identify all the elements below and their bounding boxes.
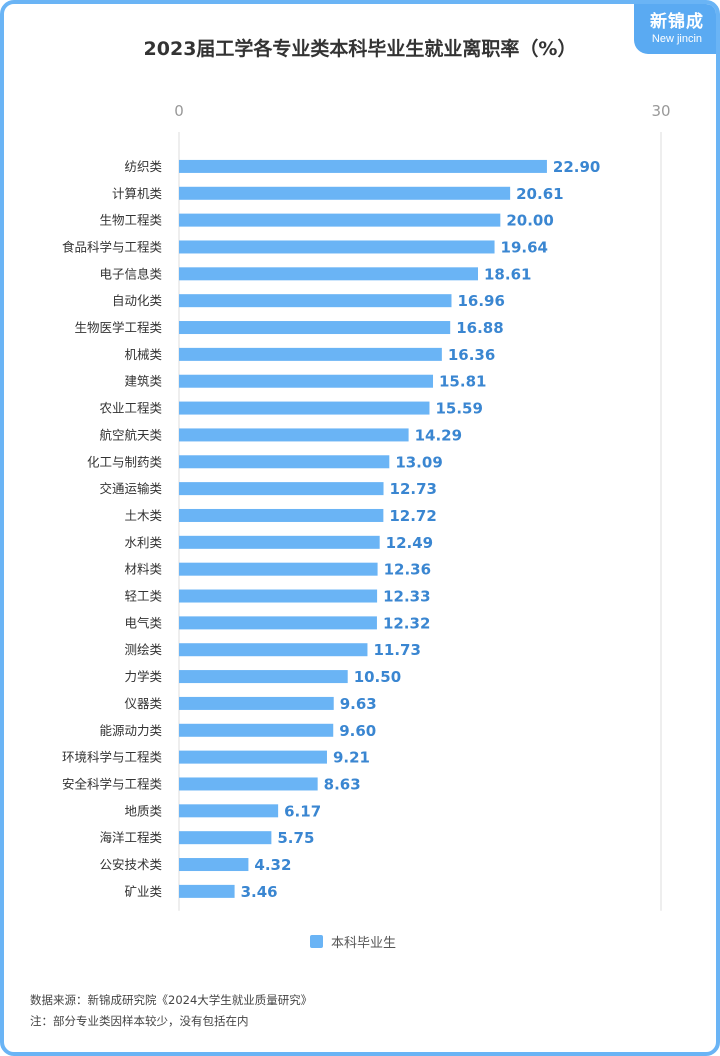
- bar: [179, 750, 327, 764]
- category-label: 测绘类: [124, 642, 162, 657]
- category-label: 生物工程类: [99, 213, 162, 228]
- bar: [179, 267, 479, 281]
- bar: [179, 616, 377, 630]
- category-label: 纺织类: [124, 159, 162, 174]
- bar: [179, 374, 434, 388]
- bar: [179, 589, 378, 603]
- category-label: 能源动力类: [99, 723, 162, 738]
- value-label: 15.59: [435, 400, 482, 418]
- logo-text-cn: 新锦成: [650, 12, 704, 32]
- category-label: 自动化类: [112, 293, 163, 308]
- category-label: 安全科学与工程类: [62, 776, 163, 791]
- category-label: 建筑类: [124, 374, 162, 389]
- bar-chart: 0 30 纺织类 22.90 计算机类 20.61 生物工程类 20.00 食品科学与工程类 19…: [62, 102, 671, 911]
- category-label: 计算机类: [112, 186, 163, 201]
- bar: [179, 455, 390, 469]
- value-label: 18.61: [484, 265, 531, 283]
- value-label: 13.09: [395, 453, 442, 471]
- value-label: 12.32: [383, 614, 430, 632]
- bar: [179, 213, 501, 227]
- value-label: 15.81: [439, 373, 486, 391]
- category-label: 矿业类: [124, 884, 162, 899]
- value-label: 19.64: [501, 238, 548, 256]
- category-label: 仪器类: [124, 696, 162, 711]
- category-label: 轻工类: [124, 589, 162, 604]
- bar: [179, 831, 272, 845]
- value-label: 14.29: [415, 426, 462, 444]
- bar: [179, 482, 384, 496]
- bar: [179, 804, 279, 818]
- category-label: 机械类: [124, 347, 162, 362]
- value-label: 12.72: [389, 507, 436, 525]
- category-label: 水利类: [124, 535, 162, 550]
- bar: [179, 562, 378, 576]
- brand-logo: 新锦成 New jincin: [634, 4, 716, 54]
- value-label: 22.90: [553, 158, 600, 176]
- value-label: 9.60: [339, 722, 376, 740]
- bar: [179, 159, 547, 173]
- bar: [179, 858, 249, 872]
- category-label: 力学类: [124, 669, 162, 684]
- value-label: 4.32: [254, 856, 291, 874]
- value-label: 20.00: [506, 212, 553, 230]
- category-label: 海洋工程类: [99, 830, 162, 845]
- bar: [179, 428, 409, 442]
- source-note: 数据来源：新锦成研究院《2024大学生就业质量研究》: [30, 993, 313, 1007]
- value-label: 9.21: [333, 749, 370, 767]
- legend: 本科毕业生: [310, 932, 396, 951]
- logo-text-en: New jincin: [651, 33, 703, 45]
- value-label: 20.61: [516, 185, 563, 203]
- bar: [179, 321, 451, 335]
- value-label: 12.36: [384, 561, 431, 579]
- value-label: 9.63: [340, 695, 377, 713]
- bar: [179, 696, 334, 710]
- value-label: 6.17: [284, 802, 321, 820]
- category-label: 公安技术类: [99, 857, 162, 872]
- value-label: 12.73: [390, 480, 437, 498]
- value-label: 16.36: [448, 346, 495, 364]
- value-label: 8.63: [324, 775, 361, 793]
- footer: 数据来源：新锦成研究院《2024大学生就业质量研究》 注：部分专业类因样本较少，…: [30, 990, 312, 1032]
- sample-note: 注：部分专业类因样本较少，没有包括在内: [30, 1014, 249, 1028]
- category-label: 化工与制药类: [87, 454, 163, 469]
- legend-swatch: [310, 935, 323, 948]
- category-label: 电气类: [124, 615, 162, 630]
- chart-title: 2023届工学各专业类本科毕业生就业离职率（%）: [143, 38, 577, 60]
- value-label: 11.73: [373, 641, 420, 659]
- value-label: 10.50: [354, 668, 401, 686]
- category-label: 生物医学工程类: [74, 320, 162, 335]
- bar: [179, 240, 495, 254]
- x-tick-label: 30: [651, 102, 670, 120]
- bar: [179, 884, 235, 898]
- category-label: 航空航天类: [99, 427, 162, 442]
- bar: [179, 670, 348, 684]
- category-label: 土木类: [124, 508, 162, 523]
- bar: [179, 723, 334, 737]
- legend-label: 本科毕业生: [331, 936, 397, 951]
- category-label: 食品科学与工程类: [62, 239, 163, 254]
- category-label: 交通运输类: [99, 481, 162, 496]
- category-label: 地质类: [124, 803, 162, 818]
- bar: [179, 401, 430, 415]
- value-label: 12.33: [383, 588, 430, 606]
- category-label: 电子信息类: [99, 266, 162, 281]
- value-label: 3.46: [241, 883, 278, 901]
- x-tick-label: 0: [174, 102, 184, 120]
- bar: [179, 508, 384, 522]
- value-label: 5.75: [277, 829, 314, 847]
- bar: [179, 643, 368, 657]
- bar: [179, 535, 380, 549]
- category-label: 材料类: [124, 562, 162, 577]
- category-label: 环境科学与工程类: [62, 750, 163, 765]
- category-label: 农业工程类: [99, 401, 162, 416]
- bar: [179, 347, 442, 361]
- bar: [179, 186, 511, 200]
- value-label: 16.96: [457, 292, 504, 310]
- value-label: 12.49: [386, 534, 433, 552]
- bar: [179, 294, 452, 308]
- bar: [179, 777, 318, 791]
- value-label: 16.88: [456, 319, 503, 337]
